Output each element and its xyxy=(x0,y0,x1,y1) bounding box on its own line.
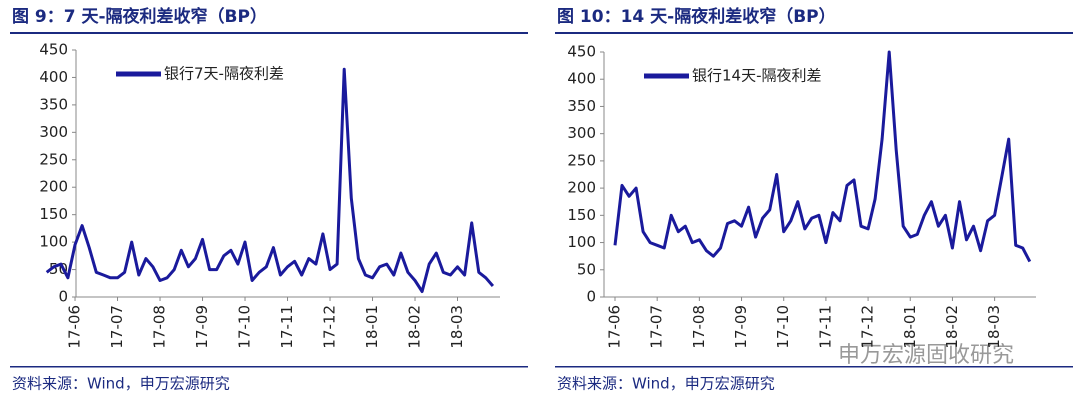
y-tick-label: 50 xyxy=(49,260,68,278)
x-tick-label: 17-11 xyxy=(816,305,834,349)
y-tick-label: 150 xyxy=(39,205,68,223)
x-tick-label: 18-01 xyxy=(363,305,381,349)
y-tick-label: 150 xyxy=(567,206,596,224)
y-tick-label: 450 xyxy=(39,41,68,59)
x-tick-label: 17-08 xyxy=(690,305,708,349)
source: 资料来源：Wind，申万宏源研究 xyxy=(557,375,775,393)
x-tick-label: 17-08 xyxy=(151,305,169,349)
y-tick-label: 350 xyxy=(567,97,596,115)
y-tick-label: 250 xyxy=(39,150,68,168)
x-tick-label: 17-06 xyxy=(66,305,84,349)
chart-title: 图 10：14 天-隔夜利差收窄（BP） xyxy=(557,6,836,27)
title-rule xyxy=(10,32,528,34)
x-tick-label: 18-02 xyxy=(406,305,424,349)
x-tick-label: 18-01 xyxy=(901,305,919,349)
y-tick-label: 400 xyxy=(567,70,596,88)
y-tick-label: 200 xyxy=(567,179,596,197)
x-tick-label: 17-07 xyxy=(648,305,666,349)
data-line xyxy=(45,67,495,293)
y-tick-label: 350 xyxy=(39,95,68,113)
source-rule xyxy=(555,366,1073,368)
source: 资料来源：Wind，申万宏源研究 xyxy=(12,375,230,393)
y-tick-label: 100 xyxy=(567,233,596,251)
x-tick-label: 18-02 xyxy=(943,305,961,349)
x-tick-label: 17-11 xyxy=(278,305,296,349)
x-tick-label: 17-06 xyxy=(606,305,624,349)
x-tick-label: 17-12 xyxy=(859,305,877,349)
y-tick-label: 450 xyxy=(567,43,596,61)
legend-label: 银行14天-隔夜利差 xyxy=(692,67,822,85)
y-tick-label: 300 xyxy=(39,123,68,141)
watermark: 申万宏源固收研究 xyxy=(838,343,1014,368)
y-tick-label: 400 xyxy=(39,68,68,86)
y-tick-label: 0 xyxy=(586,288,596,306)
y-tick-label: 250 xyxy=(567,151,596,169)
y-tick-label: 200 xyxy=(39,178,68,196)
x-tick-label: 17-10 xyxy=(774,305,792,349)
data-line xyxy=(613,50,1032,263)
x-tick-label: 17-12 xyxy=(321,305,339,349)
x-tick-label: 17-07 xyxy=(108,305,126,349)
chart-title: 图 9：7 天-隔夜利差收窄（BP） xyxy=(12,6,267,27)
x-tick-label: 17-09 xyxy=(732,305,750,349)
x-tick-label: 18-03 xyxy=(448,305,466,349)
y-tick-label: 0 xyxy=(58,288,68,306)
title-rule xyxy=(555,32,1073,34)
x-tick-label: 17-09 xyxy=(193,305,211,349)
x-tick-label: 17-10 xyxy=(236,305,254,349)
source-rule xyxy=(10,366,528,368)
y-tick-label: 300 xyxy=(567,124,596,142)
y-tick-label: 100 xyxy=(39,233,68,251)
legend-label: 银行7天-隔夜利差 xyxy=(164,65,284,83)
y-tick-label: 50 xyxy=(577,260,596,278)
x-tick-label: 18-03 xyxy=(985,305,1003,349)
